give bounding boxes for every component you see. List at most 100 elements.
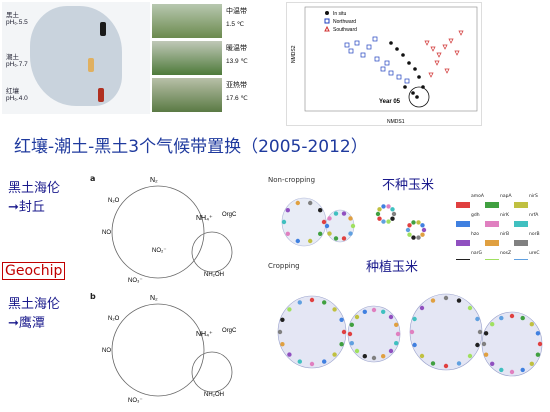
network-node <box>381 204 386 209</box>
nmds-point <box>380 66 386 72</box>
network-node <box>354 348 360 354</box>
network-node <box>349 322 354 327</box>
svg-text:NH₂OH: NH₂OH <box>204 392 224 398</box>
svg-text:NO: NO <box>102 348 111 354</box>
nmds-point <box>384 60 390 66</box>
nmds-point <box>434 60 440 66</box>
nmds-point <box>404 78 410 84</box>
legend-swatch <box>514 240 528 246</box>
network-node <box>407 232 412 237</box>
svg-text:NH₄⁺: NH₄⁺ <box>196 215 213 222</box>
network-node <box>327 231 332 236</box>
network-node <box>280 317 285 322</box>
network-node <box>391 211 397 217</box>
network-node <box>381 219 386 224</box>
legend-label: norB <box>529 232 540 237</box>
nmds-legend: In situ Northward Southward <box>324 11 357 33</box>
network-node <box>430 361 436 366</box>
network-node <box>420 232 425 237</box>
network-node <box>490 322 495 327</box>
network-node <box>420 223 425 228</box>
network-node <box>395 331 401 337</box>
network-node <box>412 342 417 348</box>
svg-text:N₂O: N₂O <box>108 316 120 322</box>
legend-label: napA <box>500 194 512 199</box>
year-annotation: Year 05 <box>379 99 401 105</box>
zone-temp: 13.9 ℃ <box>226 58 248 65</box>
network-node <box>467 353 473 359</box>
photo-subtropical <box>152 78 222 112</box>
network-node <box>499 315 504 321</box>
legend-label: narG <box>471 251 482 256</box>
noncropping-network-svg <box>281 197 427 247</box>
network-node <box>430 298 436 303</box>
fluvo-soil-marker <box>88 58 94 72</box>
legend-swatch <box>456 240 470 246</box>
nmds-point <box>430 46 436 52</box>
network-node <box>477 329 483 335</box>
network-node <box>537 341 543 347</box>
network-node <box>297 359 302 364</box>
network-node <box>381 309 386 314</box>
network-node <box>381 354 386 359</box>
network-node <box>499 367 504 373</box>
nmds-point <box>348 48 354 54</box>
svg-text:Northward: Northward <box>333 19 356 25</box>
network-node <box>295 238 300 244</box>
legend-swatch <box>514 202 528 208</box>
network-node <box>443 363 449 369</box>
nmds-point <box>396 74 402 80</box>
nmds-point <box>417 75 421 79</box>
legend-label: nirS <box>529 194 538 199</box>
zone-label: 暖温带 <box>226 45 247 52</box>
network-node <box>349 341 354 346</box>
svg-text:NH₄⁺: NH₄⁺ <box>196 331 213 338</box>
network-node <box>394 322 399 327</box>
legend-swatch <box>485 240 499 246</box>
svg-text:NO₂⁻: NO₂⁻ <box>152 248 167 254</box>
region-black-soil: 黑土 pH₆.5.5 <box>6 12 28 27</box>
network-node <box>456 361 462 366</box>
nmds-points <box>344 30 464 99</box>
network-node <box>333 211 339 216</box>
legend-swatch <box>456 221 470 227</box>
noncropping-heading: 不种玉米 <box>382 178 435 193</box>
network-node <box>285 231 290 236</box>
gene-legend: amoA napA nirS gdh nirK nrfA hzo nirB norB narG no… <box>456 194 544 270</box>
network-node <box>409 329 415 335</box>
nmds-point <box>436 52 442 58</box>
network-node <box>332 307 337 312</box>
noncropping-network-panel: Non-cropping 不种玉米 amoA napA nirS gdh nirK nrf… <box>266 174 548 265</box>
region-red-soil: 红壤 pH₆.4.0 <box>6 88 28 103</box>
network-node <box>332 352 337 357</box>
network-node <box>535 352 541 357</box>
nmds-scatter-panel: In situ Northward Southward Year 05 NMDS… <box>286 2 482 126</box>
network-node <box>371 307 377 313</box>
zone-label: 亚热带 <box>226 82 247 89</box>
legend-label: nirK <box>500 213 509 218</box>
zone-label: 中温带 <box>226 8 247 15</box>
network-node <box>520 315 525 321</box>
nmds-point <box>413 67 417 71</box>
nmds-xlabel: NMDS1 <box>387 119 405 125</box>
network-node <box>277 329 283 335</box>
network-node <box>348 231 353 236</box>
network-node <box>377 216 382 221</box>
network-node <box>333 236 339 241</box>
network-node <box>280 342 285 347</box>
svg-text:NO₃⁻: NO₃⁻ <box>128 398 143 404</box>
nmds-point <box>401 53 405 57</box>
network-node <box>341 329 347 335</box>
nmds-point <box>454 50 460 56</box>
nmds-point <box>407 61 411 65</box>
svg-text:NO₃⁻: NO₃⁻ <box>128 278 143 284</box>
svg-text:N₂: N₂ <box>150 177 158 184</box>
network-node <box>490 361 495 366</box>
svg-text:Southward: Southward <box>333 27 357 33</box>
network-node <box>309 297 315 303</box>
network-node <box>412 316 417 322</box>
network-node <box>475 316 480 322</box>
legend-label: hzo <box>471 232 479 237</box>
black-soil-marker <box>100 22 106 36</box>
pathway-a-svg: N₂ NH₄⁺ OrgC NH₂OH NO₃⁻ NO N₂O NO₂⁻ <box>102 177 237 284</box>
